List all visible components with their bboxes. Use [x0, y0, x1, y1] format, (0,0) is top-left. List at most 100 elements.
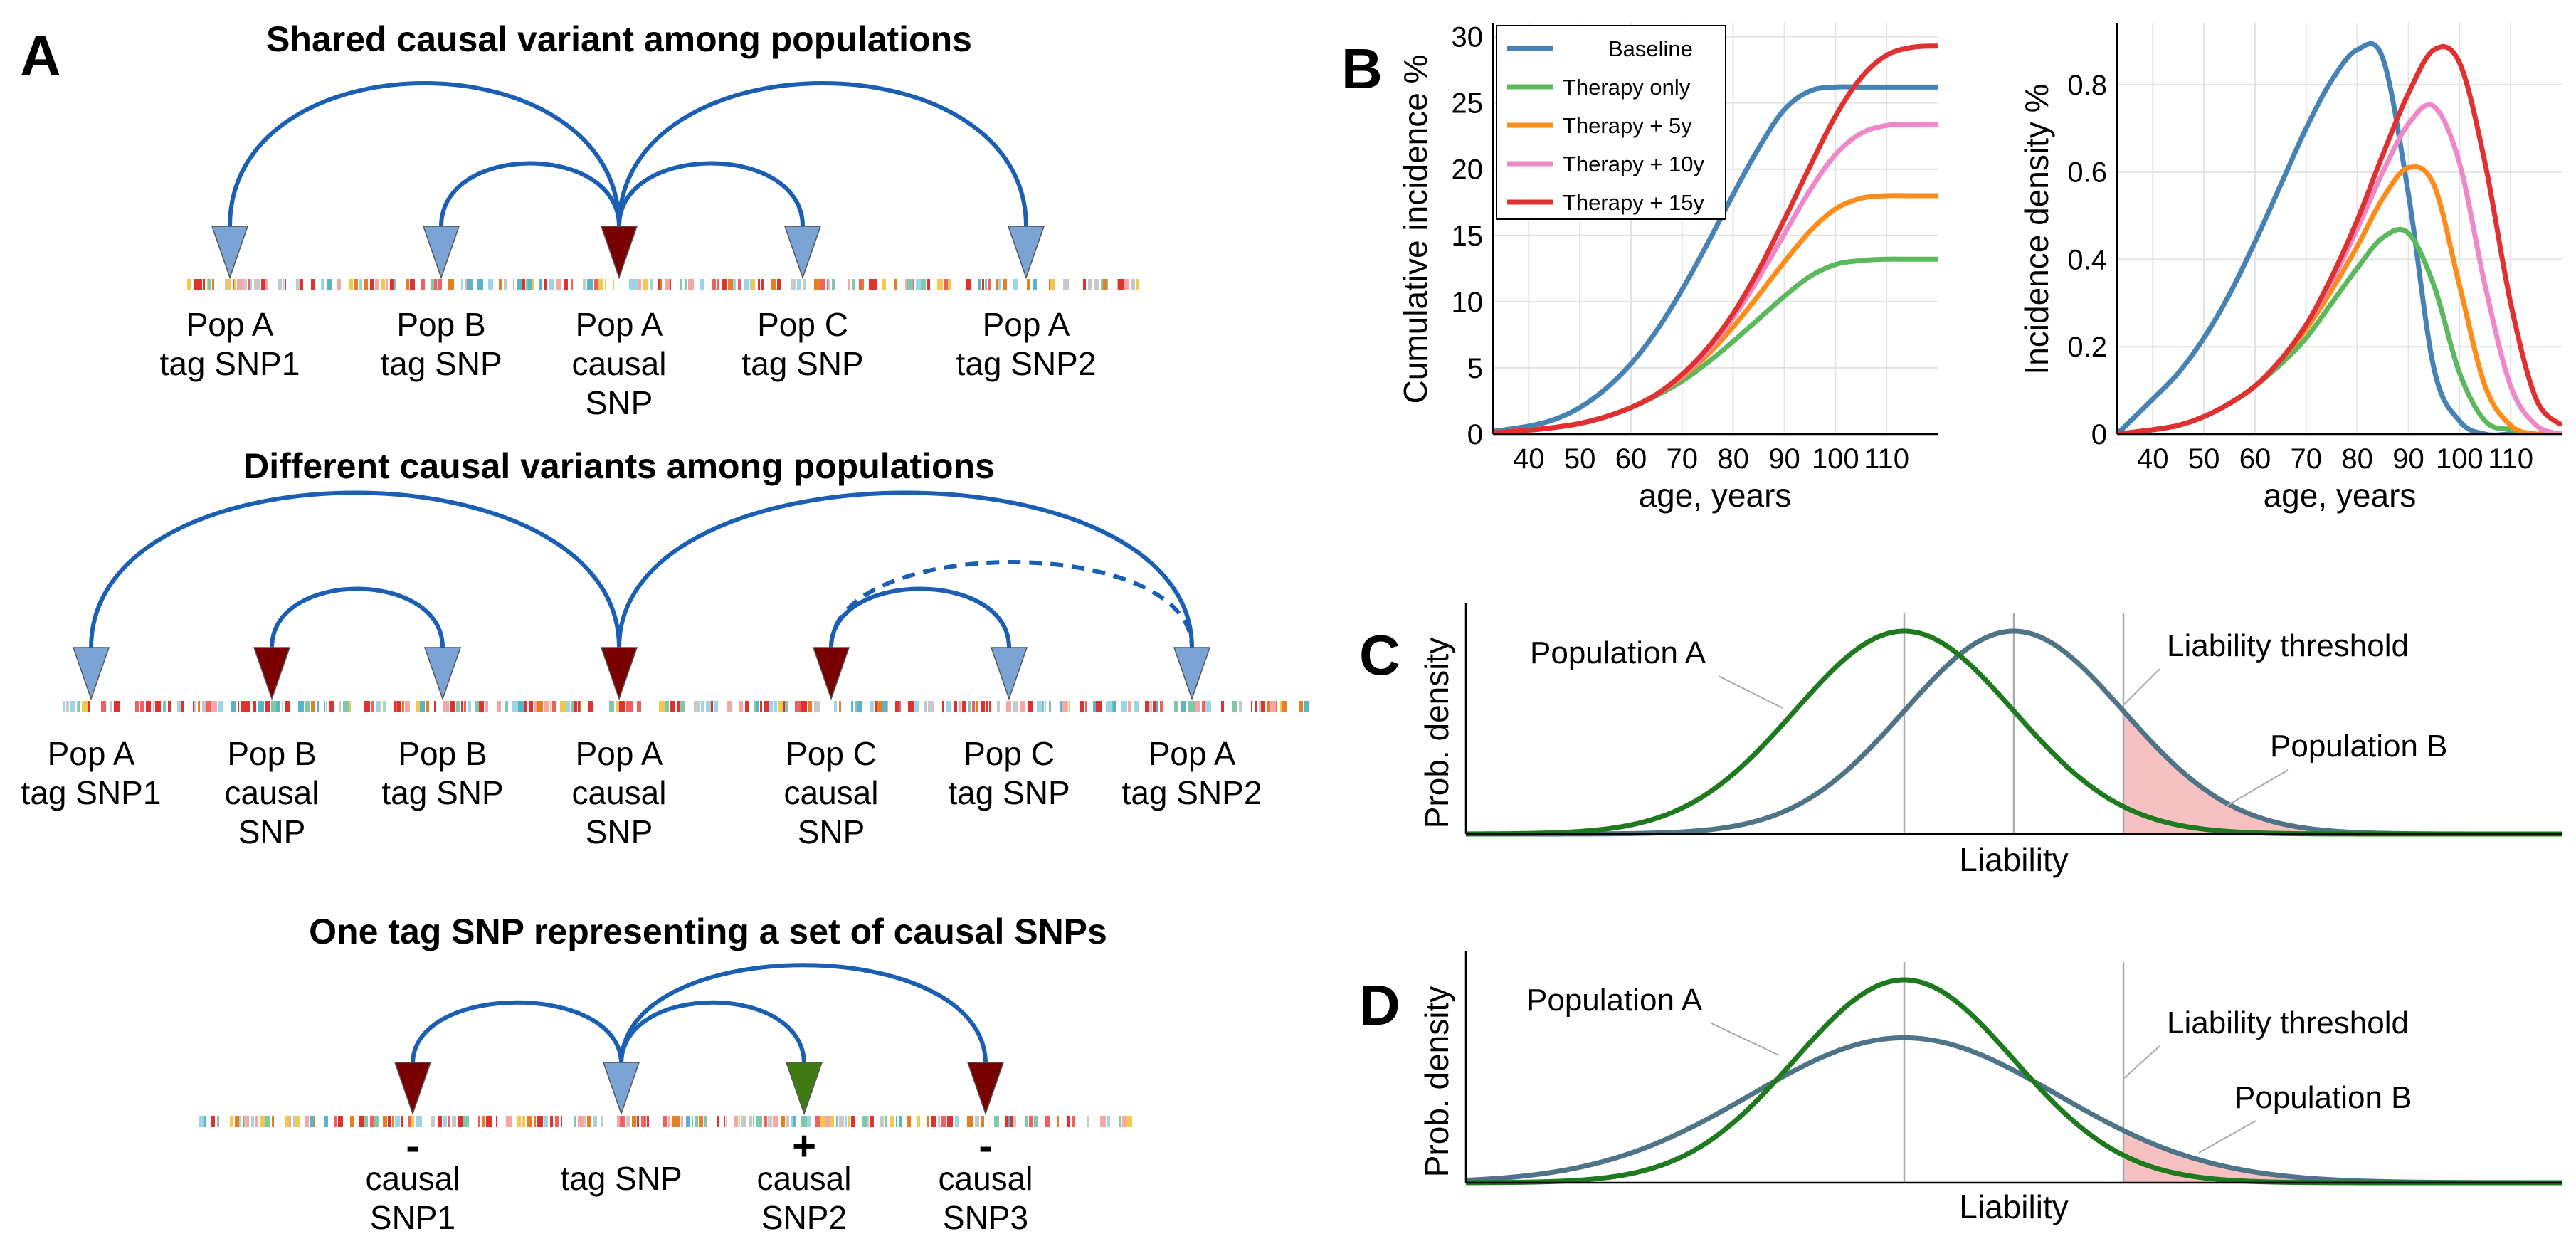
- panel-a: Shared causal variant among populations …: [21, 19, 1309, 1236]
- d-xlabel: Liability: [1959, 1188, 2068, 1225]
- row2-marker-4-label-line-0: Pop C: [786, 735, 877, 772]
- b1-legend-label-0: Baseline: [1608, 36, 1693, 61]
- row3-marker-0-sign: -: [406, 1123, 419, 1169]
- B-right-xtick-2: 60: [2239, 443, 2271, 475]
- row2-arcs: [89, 490, 1194, 650]
- c-xlabel: Liability: [1959, 841, 2068, 878]
- B-left-series-4-line: [1493, 43, 1938, 434]
- row1-marker-0-tag: [211, 226, 249, 280]
- row3-marker-3-causal: [966, 1062, 1005, 1116]
- panel-label-b: B: [1341, 37, 1383, 100]
- row2-marker-4-label-line-2: SNP: [798, 813, 865, 850]
- B-left-ytick-2: 10: [1452, 287, 1484, 318]
- B-right-xtick-3: 70: [2291, 443, 2323, 475]
- row1-marker-2-label-line-2: SNP: [586, 384, 653, 421]
- row1-marker-3-tag: [783, 226, 822, 280]
- B-right-ytick-4: 0.8: [2067, 70, 2107, 101]
- B-right-xtick-0: 40: [2137, 443, 2169, 475]
- B-left-xtick-5: 90: [1768, 443, 1800, 475]
- b2-xlabel: age, years: [2264, 477, 2417, 514]
- row1-marker-2-label-line-0: Pop A: [576, 306, 663, 343]
- B-right-ytick-3: 0.6: [2067, 157, 2107, 189]
- row1-marker-1-label-line-1: tag SNP: [380, 345, 502, 382]
- B-left-xtick-4: 80: [1717, 443, 1749, 475]
- B-right-xtick-7: 110: [2488, 443, 2533, 475]
- genome-strip-row3: [199, 1116, 1132, 1127]
- b1-axes: 40 50 60 70 80 90 100 110 0 5 10 15 20 25 30: [1452, 22, 1938, 475]
- row2-marker-1-label-line-2: SNP: [238, 813, 306, 850]
- B-left-xtick-3: 70: [1667, 443, 1699, 475]
- row2-marker-2-tag: [423, 647, 462, 701]
- c-curves: [1464, 603, 2562, 837]
- d-curves: [1464, 951, 2562, 1186]
- d-ylabel: Prob. density: [1418, 986, 1455, 1177]
- row2-marker-6-label-line-1: tag SNP2: [1122, 774, 1262, 811]
- row2-marker-1-causal: [253, 647, 291, 701]
- row3-arcs: [411, 963, 988, 1066]
- b1-legend-label-1: Therapy only: [1563, 75, 1691, 100]
- B-right-series-0-line: [2117, 41, 2562, 434]
- panel-label-c: C: [1359, 623, 1400, 687]
- row3-marker-0-causal: [394, 1062, 432, 1116]
- B-right-ytick-0: 0: [2091, 419, 2107, 450]
- row3-title: One tag SNP representing a set of causal…: [309, 912, 1107, 951]
- B-right-xtick-4: 80: [2341, 443, 2373, 475]
- row3-marker-3-sign: -: [978, 1123, 992, 1169]
- panel-label-a: A: [20, 24, 61, 88]
- row2-marker-1-label-line-1: causal: [225, 774, 320, 811]
- B-left-ytick-0: 0: [1467, 419, 1483, 450]
- B-left-xtick-2: 60: [1615, 443, 1647, 475]
- B-left-ytick-5: 25: [1452, 88, 1484, 120]
- row1-title: Shared causal variant among populations: [266, 19, 972, 59]
- c-label-pop-a: Population A: [1530, 635, 1706, 670]
- panel-label-d: D: [1359, 973, 1400, 1037]
- row2-marker-5-tag: [990, 647, 1028, 701]
- B-left-xtick-7: 110: [1864, 443, 1909, 475]
- panel-b-cumulative-incidence: 40 50 60 70 80 90 100 110 0 5 10 15 20 25 30 age, year…: [1397, 22, 1938, 514]
- d-label-threshold: Liability threshold: [2167, 1005, 2409, 1040]
- b1-legend-label-3: Therapy + 10y: [1563, 152, 1705, 176]
- row1-marker-1-tag: [422, 226, 460, 280]
- b1-legend-label-2: Therapy + 5y: [1563, 113, 1692, 138]
- row1-marker-3-label-line-0: Pop C: [757, 306, 848, 343]
- row3-marker-0-label-line-1: SNP1: [370, 1199, 455, 1236]
- b1-xlabel: age, years: [1639, 477, 1792, 514]
- B-right-ytick-1: 0.2: [2067, 332, 2107, 363]
- panel-c-liability: Population A Liability threshold Populat…: [1418, 603, 2562, 878]
- row2-marker-4-causal: [812, 647, 850, 701]
- row2-marker-3-label-line-0: Pop A: [576, 735, 663, 772]
- row2-marker-3-label-line-2: SNP: [586, 813, 653, 850]
- panel-d-liability: Population A Liability threshold Populat…: [1418, 951, 2562, 1225]
- B-left-xtick-0: 40: [1513, 443, 1545, 475]
- c-label-threshold: Liability threshold: [2167, 628, 2409, 663]
- row2-marker-0-tag: [72, 647, 110, 701]
- c-ylabel: Prob. density: [1418, 638, 1455, 828]
- row1-marker-3-label-line-1: tag SNP: [741, 345, 863, 382]
- d-label-pop-a: Population A: [1526, 983, 1703, 1018]
- d-label-pop-b: Population B: [2234, 1080, 2412, 1115]
- row2-marker-1-label-line-0: Pop B: [227, 735, 316, 772]
- B-right-series-4-line: [2117, 44, 2562, 434]
- row1-marker-0-label-line-1: tag SNP1: [160, 345, 300, 382]
- B-left-ytick-3: 15: [1452, 221, 1484, 252]
- row1-marker-4-tag: [1007, 226, 1045, 280]
- panel-b-incidence-density: 40 50 60 70 80 90 100 110 0 0.2 0.4 0.6 0.8 age, yea…: [2018, 23, 2562, 514]
- genome-strip-row2: [63, 701, 1309, 712]
- row3-marker-0-label-line-0: causal: [366, 1160, 460, 1197]
- b2-axes: 40 50 60 70 80 90 100 110 0 0.2 0.4 0.6 0.8: [2067, 23, 2562, 475]
- row2-marker-6-tag: [1173, 647, 1211, 701]
- row3-marker-3-label-line-0: causal: [939, 1160, 1033, 1197]
- B-right-xtick-6: 100: [2436, 443, 2483, 475]
- B-left-xtick-1: 50: [1564, 443, 1596, 475]
- row1-arcs: [228, 81, 1028, 228]
- B-right-series-3-line: [2117, 102, 2562, 434]
- row2-title: Different causal variants among populati…: [243, 446, 995, 486]
- row2-marker-0-label-line-0: Pop A: [48, 735, 135, 772]
- row3-marker-2-label-line-0: causal: [757, 1160, 852, 1197]
- c-label-pop-b: Population B: [2270, 729, 2448, 764]
- b1-legend-label-4: Therapy + 15y: [1563, 190, 1705, 215]
- b2-series: [2117, 41, 2562, 434]
- row2-marker-5-label-line-0: Pop C: [964, 735, 1055, 772]
